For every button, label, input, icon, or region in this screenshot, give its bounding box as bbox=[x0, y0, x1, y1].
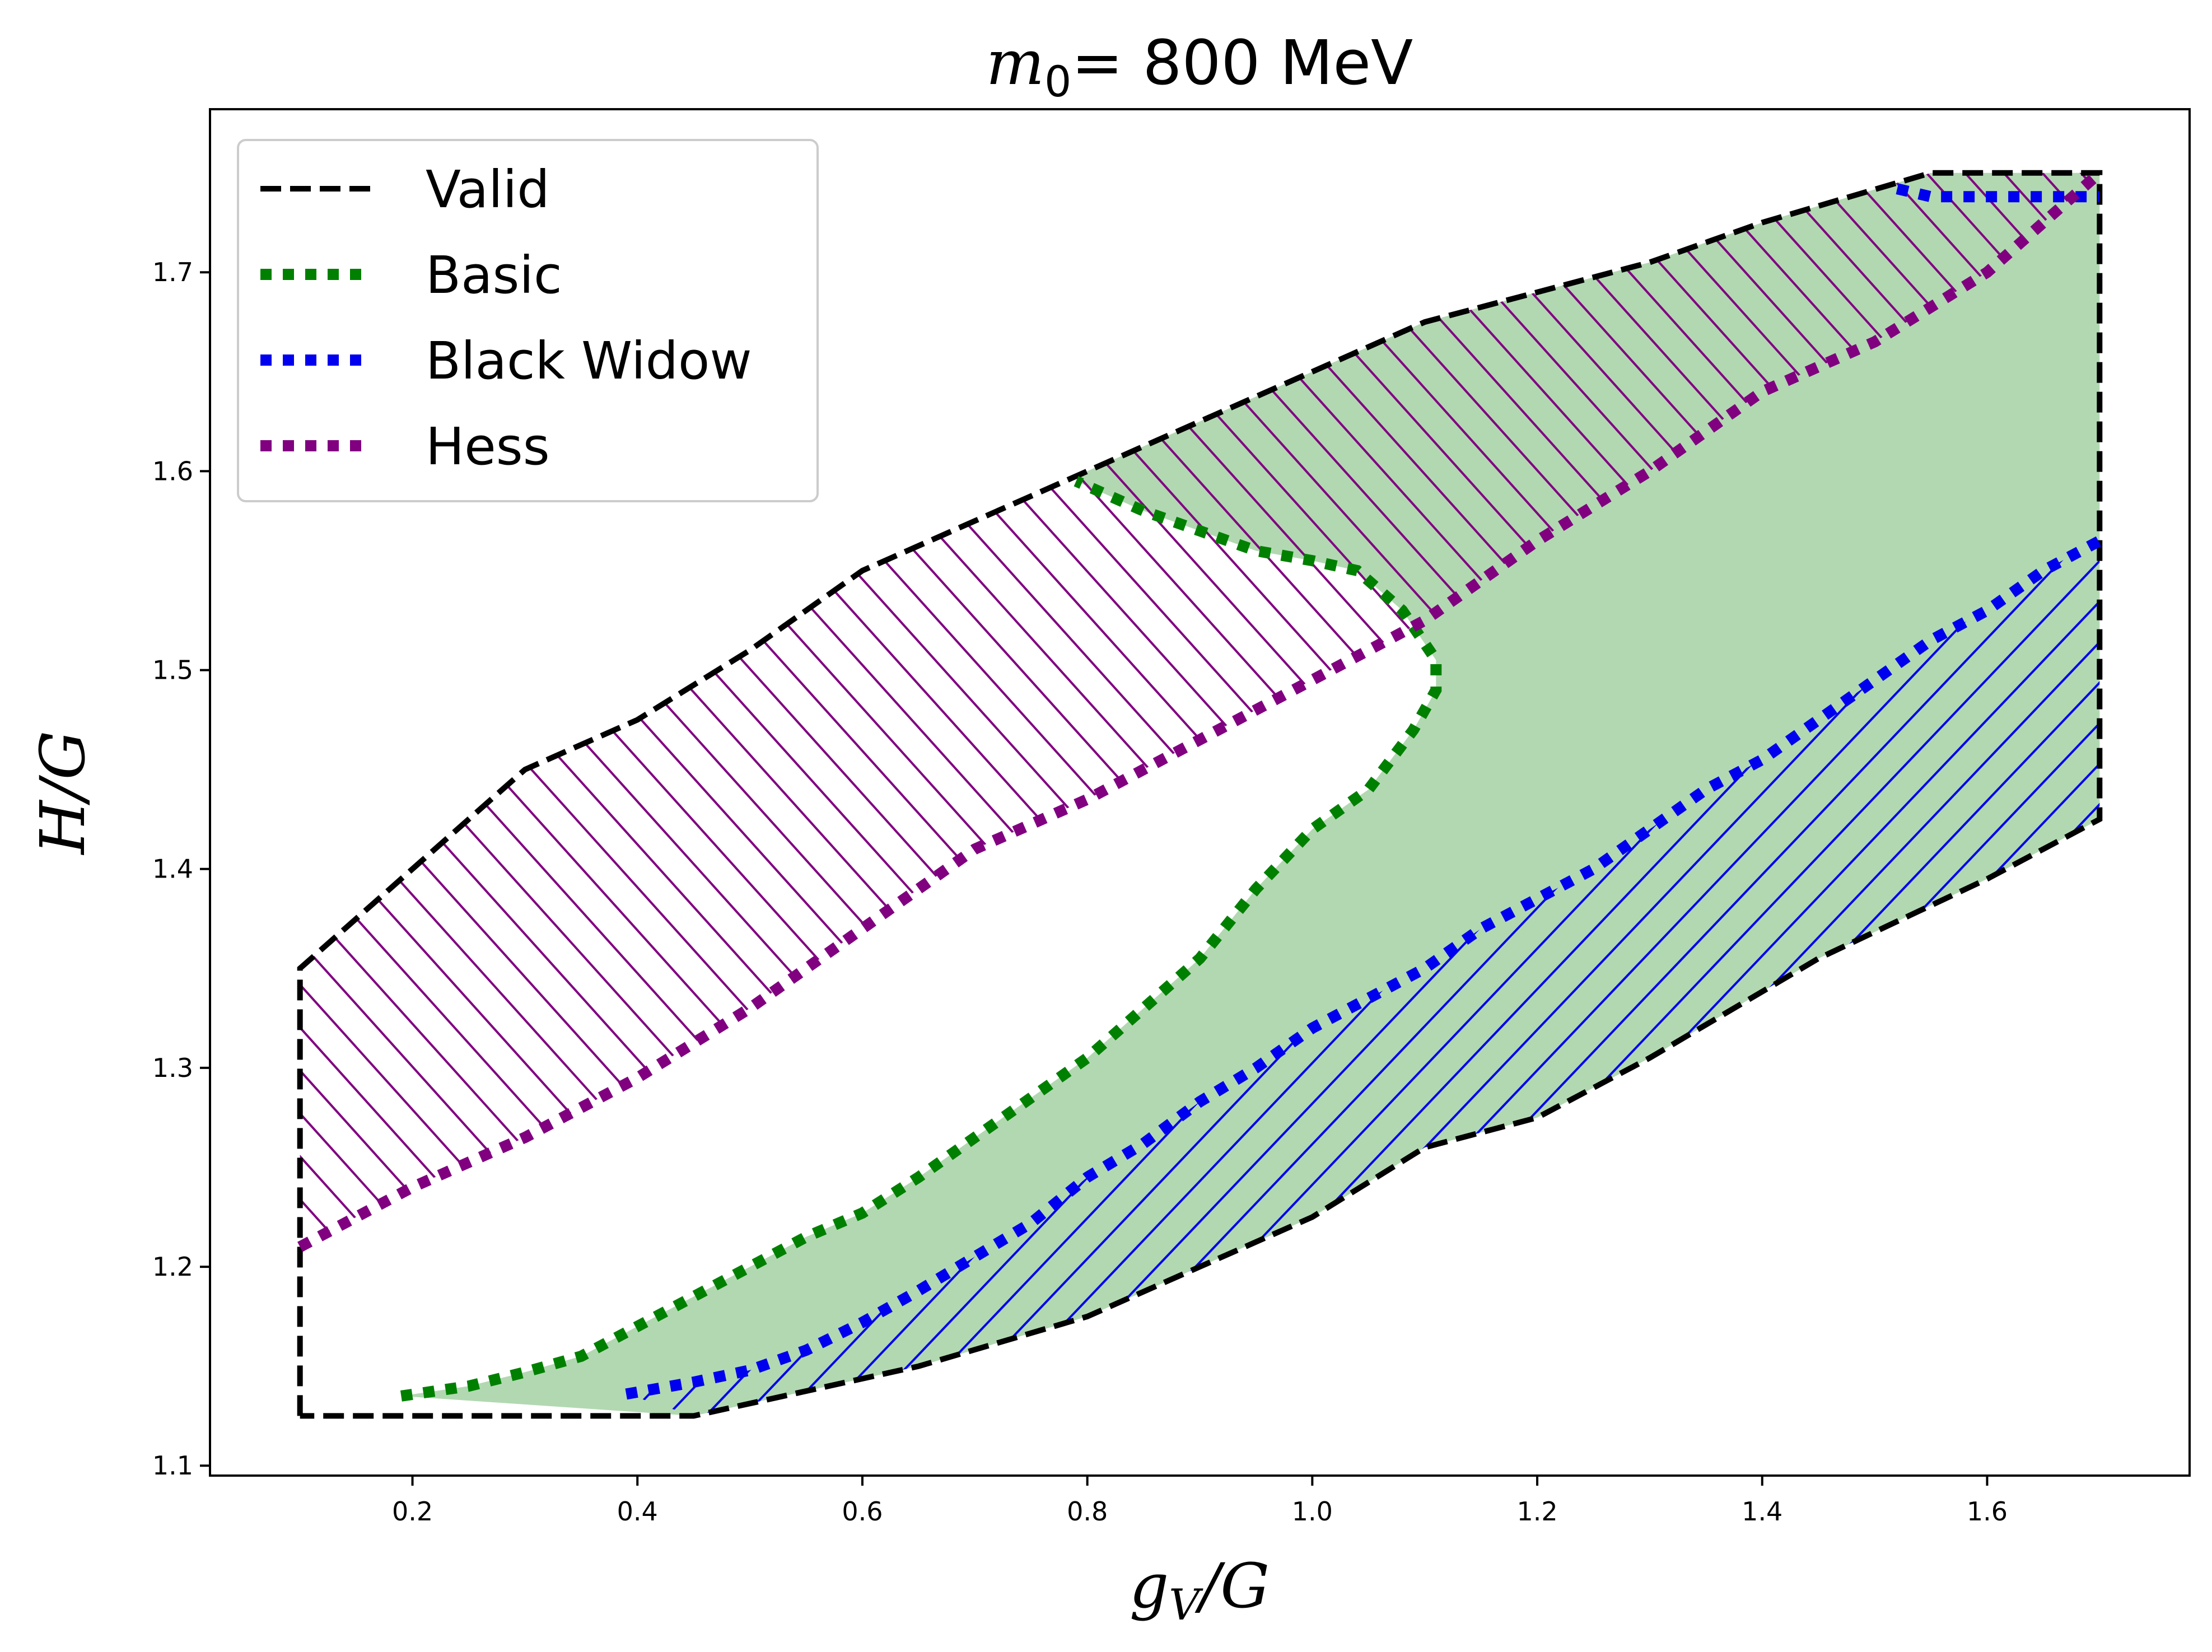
hess-hatch-line bbox=[300, 172, 1338, 1247]
legend-label-basic: Basic bbox=[426, 245, 562, 305]
series-black-widow-line bbox=[625, 535, 2102, 1400]
legend-label-valid: Valid bbox=[426, 160, 550, 220]
hess-hatch-line bbox=[300, 172, 1376, 1247]
chart-title: m0= 800 MeV bbox=[986, 27, 1413, 106]
y-axis-label: H/G bbox=[27, 731, 99, 856]
hess-hatch-line bbox=[1497, 172, 2100, 1247]
x-axis-label-math: g bbox=[1130, 1550, 1169, 1622]
y-tick-label: 1.3 bbox=[152, 1053, 193, 1083]
y-tick-label: 1.5 bbox=[152, 655, 193, 685]
hess-hatch-line bbox=[2155, 0, 2212, 1621]
black-widow-hatch-line bbox=[2109, 36, 2212, 1565]
legend-box bbox=[237, 139, 819, 502]
y-tick-label: 1.7 bbox=[152, 257, 193, 287]
title-math: m bbox=[986, 27, 1044, 99]
y-tick-label: 1.4 bbox=[152, 854, 193, 884]
legend: Valid Basic Black Widow Hess bbox=[237, 139, 819, 502]
x-axis: 0.2 0.4 0.6 0.8 1.0 1.2 1.4 1.6 bbox=[392, 1476, 2008, 1527]
hess-hatch-line bbox=[300, 172, 1261, 1247]
axes-frame bbox=[209, 108, 2191, 1477]
basic-region-fill bbox=[401, 172, 2100, 1416]
series-layer bbox=[297, 169, 2103, 1419]
title-subscript: 0 bbox=[1044, 57, 1071, 106]
legend-label-hess: Hess bbox=[426, 417, 550, 477]
hess-hatch-line bbox=[300, 172, 1454, 1247]
title-rest: = 800 MeV bbox=[1071, 27, 1413, 99]
hess-hatch-line bbox=[1574, 172, 2100, 1247]
hess-hatch-line bbox=[1613, 172, 2100, 1247]
x-tick-label: 0.4 bbox=[617, 1496, 658, 1527]
y-tick-label: 1.1 bbox=[152, 1450, 193, 1481]
hess-hatch-line bbox=[2194, 0, 2212, 1621]
series-basic-line bbox=[400, 476, 1442, 1402]
x-tick-label: 0.2 bbox=[392, 1496, 433, 1527]
y-tick-label: 1.6 bbox=[152, 456, 193, 486]
hess-hatch-line bbox=[300, 172, 1299, 1247]
black-widow-hatch-line bbox=[2148, 36, 2212, 1565]
y-tick-label: 1.2 bbox=[152, 1252, 193, 1282]
x-axis-label: gV/G bbox=[1130, 1550, 1270, 1630]
hess-hatch-line bbox=[1729, 172, 2100, 1247]
x-axis-label-rest: /G bbox=[1194, 1550, 1270, 1622]
x-tick-label: 1.4 bbox=[1742, 1496, 1782, 1527]
hess-hatch-line bbox=[1458, 172, 2100, 1247]
hess-hatch-line bbox=[1690, 172, 2100, 1247]
hess-hatch-line bbox=[1420, 172, 2100, 1247]
series-hess-line bbox=[297, 169, 2103, 1252]
hess-hatch-line bbox=[300, 172, 1415, 1247]
x-tick-label: 1.6 bbox=[1967, 1496, 2008, 1527]
hess-hatch-line bbox=[2116, 0, 2212, 1621]
y-axis: 1.1 1.2 1.3 1.4 1.5 1.6 1.7 bbox=[152, 257, 210, 1481]
x-axis-label-subscript: V bbox=[1169, 1580, 1203, 1630]
hess-hatch-line bbox=[1536, 172, 2100, 1247]
series-black-widow-top-line bbox=[1896, 183, 2100, 203]
hess-hatch-line bbox=[1651, 172, 2100, 1247]
x-tick-label: 0.8 bbox=[1067, 1496, 1108, 1527]
x-tick-label: 1.2 bbox=[1516, 1496, 1557, 1527]
legend-label-black-widow: Black Widow bbox=[426, 331, 752, 391]
series-valid-line bbox=[297, 170, 2103, 1419]
hess-hatch-line bbox=[300, 172, 1222, 1247]
hess-hatch-line bbox=[300, 172, 1492, 1247]
x-tick-label: 1.0 bbox=[1292, 1496, 1333, 1527]
x-tick-label: 0.6 bbox=[842, 1496, 883, 1527]
